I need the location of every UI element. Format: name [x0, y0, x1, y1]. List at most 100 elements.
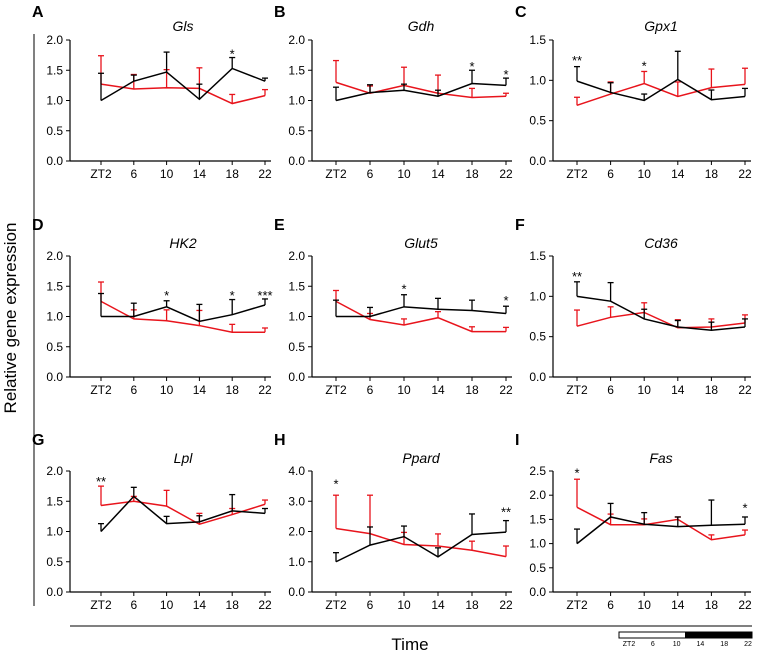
series-line	[576, 516, 746, 545]
x-tick-label: 6	[130, 167, 137, 181]
y-tick-label: 2.0	[288, 525, 305, 539]
series-black	[333, 294, 509, 318]
series-red	[98, 281, 268, 333]
x-tick-label: 10	[397, 598, 411, 612]
x-tick-label: ZT2	[325, 383, 347, 397]
series-line	[100, 495, 266, 533]
series-red	[574, 67, 748, 107]
light-phase-bar	[618, 631, 686, 639]
panel-title: Gdh	[408, 18, 435, 34]
x-axis-title: Time	[391, 635, 428, 654]
y-tick-label: 1.0	[46, 310, 63, 324]
significance-marker: *	[503, 293, 508, 308]
y-tick-label: 0.0	[288, 154, 305, 168]
light-dark-label: ZT2	[623, 641, 636, 648]
panel-title: HK2	[169, 235, 196, 251]
x-tick-label: 10	[160, 598, 174, 612]
y-tick-label: 0.0	[46, 585, 63, 599]
y-tick-label: 1.0	[288, 310, 305, 324]
x-tick-label: 6	[367, 383, 374, 397]
x-tick-label: 18	[705, 598, 719, 612]
x-tick-label: 22	[258, 383, 272, 397]
significance-marker: *	[642, 59, 647, 74]
light-dark-label: 18	[720, 641, 728, 648]
significance-marker: *	[742, 500, 747, 515]
panel-letter: C	[515, 4, 527, 21]
y-tick-label: 0.0	[288, 370, 305, 384]
series-red	[333, 59, 509, 99]
series-line	[335, 82, 507, 102]
panel-title: Lpl	[174, 450, 194, 466]
y-tick-label: 4.0	[288, 464, 305, 478]
x-tick-label: 6	[130, 598, 137, 612]
y-tick-label: 1.5	[46, 279, 63, 293]
light-dark-label: 6	[651, 641, 655, 648]
x-tick-label: 10	[638, 598, 652, 612]
x-tick-label: 10	[397, 167, 411, 181]
x-tick-label: 10	[638, 167, 652, 181]
x-tick-label: 14	[431, 167, 445, 181]
significance-marker: *	[503, 67, 508, 82]
series-line	[100, 83, 266, 105]
x-tick-label: 14	[431, 598, 445, 612]
y-tick-label: 2.0	[288, 249, 305, 263]
series-line	[100, 67, 266, 102]
x-tick-label: 14	[671, 598, 685, 612]
panel-i: I Fas 0.0 0.5 1.0 1.5 2.0 2.5 ZT2 6 10 14 18 22 * *	[515, 432, 752, 612]
y-tick-label: 1.5	[529, 249, 546, 263]
panel-e: E Glut5 0.0 0.5 1.0 1.5 2.0 ZT2 6 10 14 18 22 * *	[274, 217, 513, 397]
significance-marker: **	[501, 505, 511, 520]
x-tick-label: 22	[258, 167, 272, 181]
panels-group: A Gls 0.0 0.5 1.0 1.5 2.0 ZT2 6 10 14 18 22 * B Gdh 0.0 0…	[32, 4, 752, 612]
y-tick-label: 1.0	[46, 525, 63, 539]
panel-title: Fas	[649, 450, 672, 466]
x-tick-label: 10	[638, 383, 652, 397]
series-line	[335, 81, 507, 99]
x-tick-label: 14	[193, 167, 207, 181]
series-line	[576, 82, 746, 107]
y-tick-label: 0.0	[529, 585, 546, 599]
panel-a: A Gls 0.0 0.5 1.0 1.5 2.0 ZT2 6 10 14 18 22 *	[32, 4, 272, 181]
x-tick-label: 6	[607, 598, 614, 612]
panel-title: Ppard	[402, 450, 441, 466]
y-tick-label: 2.0	[46, 464, 63, 478]
y-tick-label: 1.5	[288, 63, 305, 77]
x-tick-label: 22	[499, 167, 513, 181]
light-dark-label: 22	[744, 641, 752, 648]
series-line	[576, 78, 746, 102]
x-tick-label: 18	[226, 598, 240, 612]
significance-marker: *	[401, 281, 406, 296]
x-tick-label: 6	[367, 598, 374, 612]
x-tick-label: 18	[226, 383, 240, 397]
y-tick-label: 0.5	[529, 330, 546, 344]
light-dark-label: 10	[673, 641, 681, 648]
x-tick-label: 22	[258, 598, 272, 612]
x-tick-label: ZT2	[90, 167, 112, 181]
series-black	[98, 51, 268, 102]
panel-letter: F	[515, 217, 525, 234]
series-black	[574, 50, 748, 102]
panel-g: G Lpl 0.0 0.5 1.0 1.5 2.0 ZT2 6 10 14 18 22 **	[32, 432, 272, 612]
y-tick-label: 1.5	[46, 494, 63, 508]
y-tick-label: 1.0	[529, 73, 546, 87]
x-tick-label: 18	[465, 167, 479, 181]
significance-marker: *	[164, 288, 169, 303]
x-tick-label: 22	[499, 383, 513, 397]
x-tick-label: 6	[607, 383, 614, 397]
x-tick-label: 18	[465, 598, 479, 612]
significance-marker: **	[96, 474, 106, 489]
panel-letter: E	[274, 217, 285, 234]
y-axis-title: Relative gene expression	[1, 223, 20, 414]
y-tick-label: 0.5	[46, 555, 63, 569]
y-tick-label: 0.0	[529, 370, 546, 384]
x-tick-label: 18	[705, 167, 719, 181]
series-line	[576, 311, 746, 329]
panel-letter: I	[515, 432, 519, 449]
x-tick-label: ZT2	[325, 598, 347, 612]
significance-marker: **	[572, 269, 582, 284]
x-tick-label: 14	[193, 383, 207, 397]
x-tick-label: 14	[193, 598, 207, 612]
x-tick-label: 18	[705, 383, 719, 397]
x-tick-label: 6	[607, 167, 614, 181]
